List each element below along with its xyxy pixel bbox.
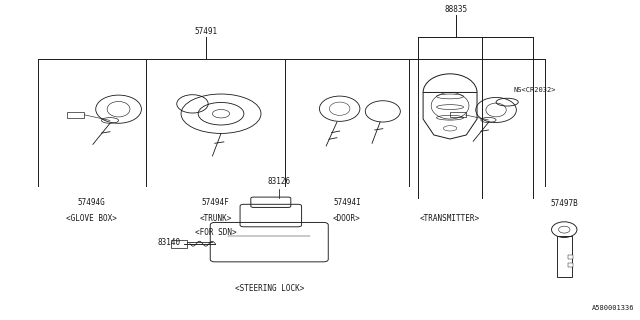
Text: 83140: 83140 (157, 238, 180, 247)
Text: 83126: 83126 (267, 177, 291, 186)
Bar (171, 240, 187, 248)
Bar (568, 263, 573, 267)
Text: <STEERING LOCK>: <STEERING LOCK> (234, 284, 304, 293)
Text: <GLOVE BOX>: <GLOVE BOX> (66, 214, 117, 223)
Text: A580001336: A580001336 (591, 305, 634, 311)
Text: 57494F: 57494F (202, 198, 229, 207)
Bar (67, 112, 84, 118)
Text: 57494I: 57494I (333, 198, 361, 207)
Text: 57497B: 57497B (550, 199, 578, 208)
Text: 57494G: 57494G (77, 198, 106, 207)
Text: 88835: 88835 (445, 5, 468, 14)
Text: NS<CR2032>: NS<CR2032> (513, 87, 556, 93)
Bar (557, 236, 572, 276)
Text: <TRUNK>: <TRUNK> (199, 214, 232, 223)
Bar (568, 255, 573, 259)
Text: 57491: 57491 (194, 27, 218, 36)
Text: <DOOR>: <DOOR> (333, 214, 361, 223)
Text: <FOR SDN>: <FOR SDN> (195, 228, 236, 237)
Bar (451, 112, 466, 117)
Text: <TRANSMITTER>: <TRANSMITTER> (420, 214, 480, 223)
